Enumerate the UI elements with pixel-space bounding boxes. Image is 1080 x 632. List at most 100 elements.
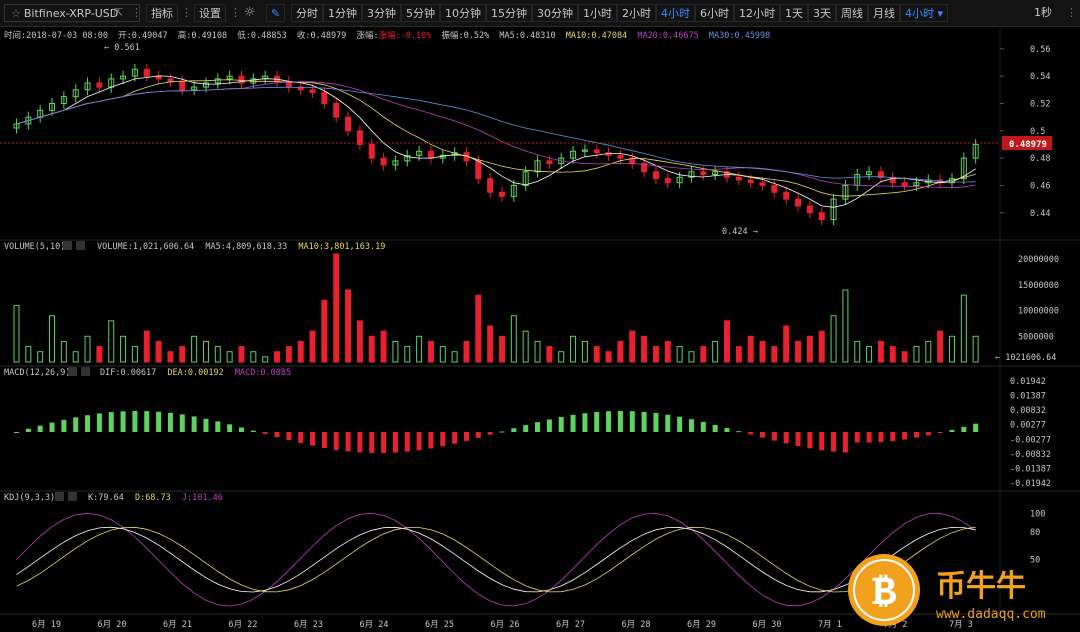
candle-body-42 xyxy=(510,184,517,197)
candle-body-48 xyxy=(581,149,588,152)
period-dropdown[interactable]: 4小时 ▾ xyxy=(900,4,949,22)
volume-bar-53 xyxy=(641,335,648,363)
period-tab-12[interactable]: 1天 xyxy=(780,4,808,22)
candle-body-75 xyxy=(901,182,908,186)
more-dots-icon[interactable]: ⋮ xyxy=(131,6,142,19)
draw-tool-icon[interactable]: ✎ xyxy=(266,4,286,22)
macd-close-icon[interactable] xyxy=(81,367,90,376)
kdj-tick-1: 80 xyxy=(1030,528,1040,538)
volume-bar-65 xyxy=(783,325,790,363)
macd-bar-43 xyxy=(523,425,529,432)
kline-chart[interactable]: 时间:2018-07-03 08:00 开:0.49047 高:0.49108 … xyxy=(0,26,1080,630)
price-tick-4: 0.48 xyxy=(1030,154,1050,164)
period-tab-13[interactable]: 3天 xyxy=(808,4,836,22)
candle-body-28 xyxy=(345,116,352,132)
macd-bar-4 xyxy=(61,419,67,432)
macd-bar-68 xyxy=(819,432,825,451)
macd-bar-72 xyxy=(866,432,872,443)
period-tab-1[interactable]: 1分钟 xyxy=(323,4,362,22)
volume-settings-icon[interactable] xyxy=(63,241,72,250)
macd-bar-8 xyxy=(108,412,114,432)
volume-bar-72 xyxy=(866,346,873,363)
brightness-icon[interactable]: ☼ xyxy=(244,5,256,20)
macd-bar-9 xyxy=(120,411,126,432)
macd-bar-45 xyxy=(546,419,552,432)
kdj-tick-0: 100 xyxy=(1030,509,1045,519)
macd-bar-26 xyxy=(321,432,327,448)
period-tab-6[interactable]: 30分钟 xyxy=(532,4,578,22)
expand-icon[interactable]: ⇱ xyxy=(114,6,124,19)
macd-bar-64 xyxy=(771,432,777,441)
volume-bar-30 xyxy=(368,335,375,363)
macd-bar-37 xyxy=(452,432,458,444)
period-tab-9[interactable]: 4小时 xyxy=(656,4,695,22)
symbol-selector[interactable]: ☆ Bitfinex-XRP-USD xyxy=(4,4,140,22)
kdj-tick-2: 50 xyxy=(1030,556,1040,566)
more-dots-icon-4[interactable]: ⋮ xyxy=(1066,6,1077,19)
volume-label: VOLUME(5,10) xyxy=(4,242,65,252)
indicators-button[interactable]: 指标 xyxy=(146,4,178,22)
more-dots-icon-3[interactable]: ⋮ xyxy=(230,6,241,19)
candle-body-51 xyxy=(617,154,624,159)
macd-bar-47 xyxy=(570,414,576,432)
macd-bar-55 xyxy=(665,414,671,432)
volume-bar-58 xyxy=(700,346,707,363)
period-tab-5[interactable]: 15分钟 xyxy=(486,4,532,22)
period-tab-7[interactable]: 1小时 xyxy=(578,4,617,22)
kdj-settings-icon[interactable] xyxy=(55,492,64,501)
settings-button[interactable]: 设置 xyxy=(194,4,226,22)
macd-tick-2: 0.00832 xyxy=(1010,406,1046,416)
period-tab-0[interactable]: 分时 xyxy=(291,4,323,22)
volume-bar-61 xyxy=(735,346,742,363)
period-tab-10[interactable]: 6小时 xyxy=(695,4,734,22)
volume-tick-1: 15000000 xyxy=(1018,281,1059,291)
macd-bar-62 xyxy=(748,432,754,435)
volume-bar-67 xyxy=(806,335,813,363)
volume-bar-17 xyxy=(214,346,221,363)
volume-close-icon[interactable] xyxy=(76,241,85,250)
macd-bar-65 xyxy=(783,432,789,444)
svg-text:VOLUME:1,021,606.64 MA5:4,: VOLUME:1,021,606.64 MA5:4,809,618.33 MA1… xyxy=(97,242,385,252)
period-tab-15[interactable]: 月线 xyxy=(868,4,900,22)
volume-bar-13 xyxy=(167,351,174,363)
volume-bar-41 xyxy=(499,335,505,363)
kdj-label: KDJ(9,3,3) xyxy=(4,493,55,503)
time-label-14: 7月 3 xyxy=(949,620,973,630)
volume-axis-ticks: 20000000 15000000 10000000 5000000 xyxy=(1018,255,1059,342)
more-dots-icon-2[interactable]: ⋮ xyxy=(181,6,192,19)
time-label-0: 6月 19 xyxy=(32,620,61,630)
macd-bar-16 xyxy=(203,418,209,432)
macd-settings-icon[interactable] xyxy=(68,367,77,376)
volume-ma5: MA5:4,809,618.33 xyxy=(205,242,287,252)
macd-bar-15 xyxy=(191,416,197,432)
kdj-close-icon[interactable] xyxy=(68,492,77,501)
volume-bar-70 xyxy=(842,289,849,363)
period-tab-11[interactable]: 12小时 xyxy=(734,4,780,22)
period-tab-3[interactable]: 5分钟 xyxy=(401,4,440,22)
svg-text:DIF:0.00617 DEA:0.00192: DIF:0.00617 DEA:0.00192 MACD:0.0085 xyxy=(100,368,291,378)
time-label-6: 6月 25 xyxy=(425,620,454,630)
macd-bar-79 xyxy=(949,429,955,432)
period-tab-14[interactable]: 周线 xyxy=(836,4,868,22)
volume-bar-14 xyxy=(179,346,186,363)
info-open: 开:0.49047 xyxy=(118,31,167,41)
candle-body-41 xyxy=(499,191,505,197)
volume-bar-11 xyxy=(143,330,150,363)
bitcoin-icon: ₿ xyxy=(872,568,896,614)
macd-dif: DIF:0.00617 xyxy=(100,368,156,378)
macd-bar-1 xyxy=(25,428,31,432)
volume-bar-59 xyxy=(712,340,719,363)
svg-text:时间:2018-07-03 08:00 开:0.49: 时间:2018-07-03 08:00 开:0.49047 高:0.49108 … xyxy=(4,30,770,41)
info-close: 收:0.48979 xyxy=(297,30,346,41)
period-tab-2[interactable]: 3分钟 xyxy=(362,4,401,22)
volume-bar-66 xyxy=(795,340,802,363)
candle-body-10 xyxy=(131,68,138,77)
star-icon[interactable]: ☆ xyxy=(11,7,21,20)
period-tab-8[interactable]: 2小时 xyxy=(617,4,656,22)
candle-body-62 xyxy=(747,179,754,184)
candle-body-68 xyxy=(818,212,825,221)
volume-bar-39 xyxy=(475,294,482,363)
period-tab-4[interactable]: 10分钟 xyxy=(440,4,486,22)
candle-body-80 xyxy=(960,157,967,180)
candle-body-6 xyxy=(84,82,91,91)
